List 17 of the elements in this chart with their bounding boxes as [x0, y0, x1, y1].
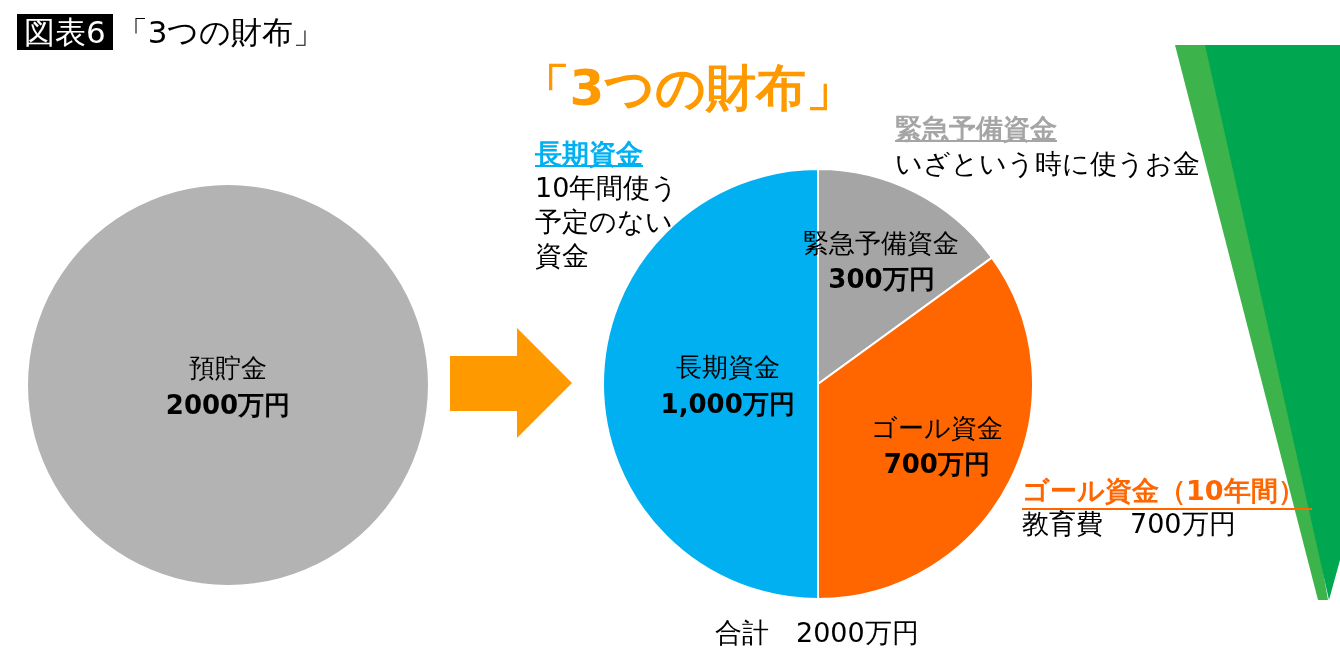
- slice-label: 預貯金: [189, 353, 267, 384]
- text: 10年間使う予定のない資金: [535, 171, 680, 273]
- data-label: 700万円: [883, 449, 990, 480]
- data-label: 1,000万円: [660, 388, 795, 419]
- text: ゴール資金（10年間）: [1022, 475, 1305, 506]
- chart-title: 図表6: [17, 14, 113, 50]
- text: 緊急予備資金: [895, 112, 1057, 146]
- data-label: 2000万円: [165, 389, 291, 420]
- text: いざという時に使うお金: [895, 147, 1200, 181]
- chart-title: 「3つの財布」: [518, 58, 858, 119]
- text: 教育費 700万円: [1022, 507, 1236, 541]
- chart-subtitle: 「3つの財布」: [116, 14, 325, 50]
- text: 合計 2000万円: [715, 616, 919, 650]
- data-label: 300万円: [828, 264, 935, 295]
- text: 長期資金: [535, 137, 643, 171]
- slice-label: ゴール資金: [870, 412, 1003, 443]
- slice-label: 長期資金: [675, 352, 780, 383]
